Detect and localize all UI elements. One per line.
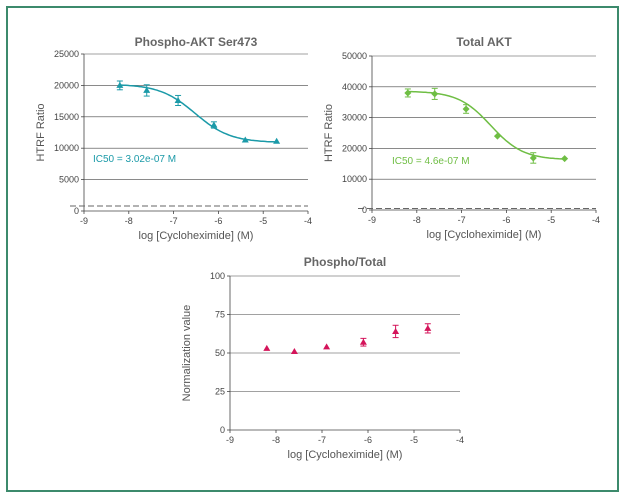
x-tick-label: -6	[502, 215, 510, 225]
data-point-2	[290, 347, 298, 354]
y-tick-label: 40000	[342, 82, 367, 92]
x-tick-label: -7	[318, 435, 326, 445]
x-tick-label: -6	[214, 216, 222, 226]
y-tick-label: 0	[220, 425, 225, 435]
y-tick-label: 0	[74, 206, 79, 216]
chart-3: 0 25 50 75 100 -9 -8 -7 -6 -5 -4 Phospho/Total log […	[181, 255, 464, 461]
data-point-3	[462, 105, 470, 113]
y-tick-label: 0	[362, 205, 367, 215]
chart-2: 0 10000 20000 30000 40000 50000 -9 -8 -7 -6 -5 -4 To…	[323, 35, 600, 241]
x-axis-label: log [Cycloheximide] (M)	[288, 449, 403, 461]
y-tick-label: 100	[210, 271, 225, 281]
data-point-1	[263, 344, 271, 351]
x-tick-label: -8	[272, 435, 280, 445]
data-point-5	[241, 136, 249, 143]
data-point-4	[210, 121, 218, 128]
y-tick-label: 25000	[54, 49, 79, 59]
x-tick-label: -9	[226, 435, 234, 445]
data-point-4	[359, 338, 367, 345]
x-tick-label: -8	[413, 215, 421, 225]
x-tick-label: -5	[259, 216, 267, 226]
data-point-1	[404, 89, 412, 97]
chart-1: 0 5000 10000 15000 20000 25000 -9 -8 -7 -6 -5 -4 Pho…	[35, 35, 312, 242]
data-point-2	[431, 90, 439, 98]
x-tick-label: -4	[456, 435, 464, 445]
data-point-5	[529, 154, 537, 162]
ic50-annotation: IC50 = 3.02e-07 M	[93, 154, 176, 165]
y-tick-label: 25	[215, 387, 225, 397]
chart-title: Phospho/Total	[304, 255, 386, 269]
data-point-6	[273, 137, 281, 144]
y-tick-label: 5000	[59, 175, 79, 185]
y-axis-label: HTRF Ratio	[323, 104, 335, 162]
data-point-3	[174, 96, 182, 103]
data-point-5	[392, 327, 400, 334]
data-point-1	[116, 81, 124, 88]
x-tick-label: -5	[547, 215, 555, 225]
y-tick-label: 20000	[342, 143, 367, 153]
y-axis-label: HTRF Ratio	[35, 103, 47, 161]
data-point-6	[561, 155, 569, 163]
fit-curve	[407, 90, 565, 160]
y-tick-label: 50	[215, 348, 225, 358]
data-point-4	[493, 132, 501, 140]
y-tick-label: 15000	[54, 112, 79, 122]
chart-title: Phospho-AKT Ser473	[135, 35, 258, 49]
x-tick-label: -7	[458, 215, 466, 225]
y-tick-label: 20000	[54, 80, 79, 90]
figure-frame: 0 5000 10000 15000 20000 25000 -9 -8 -7 -6 -5 -4 Pho…	[6, 6, 619, 492]
y-axis-label: Normalization value	[181, 305, 193, 402]
x-tick-label: -8	[125, 216, 133, 226]
data-point-6	[424, 324, 432, 331]
x-tick-label: -4	[592, 215, 600, 225]
ic50-annotation: IC50 = 4.6e-07 M	[392, 156, 470, 167]
x-tick-label: -6	[364, 435, 372, 445]
data-point-3	[323, 343, 331, 350]
x-axis-label: log [Cycloheximide] (M)	[427, 229, 542, 241]
x-tick-label: -9	[368, 215, 376, 225]
x-tick-label: -9	[80, 216, 88, 226]
y-tick-label: 30000	[342, 113, 367, 123]
chart-title: Total AKT	[456, 35, 512, 49]
x-tick-label: -5	[410, 435, 418, 445]
y-tick-label: 10000	[54, 143, 79, 153]
fit-curve	[119, 84, 277, 143]
x-tick-label: -7	[170, 216, 178, 226]
x-tick-label: -4	[304, 216, 312, 226]
data-point-2	[143, 86, 151, 93]
y-tick-label: 50000	[342, 51, 367, 61]
y-tick-label: 10000	[342, 174, 367, 184]
x-axis-label: log [Cycloheximide] (M)	[139, 230, 254, 242]
y-tick-label: 75	[215, 310, 225, 320]
